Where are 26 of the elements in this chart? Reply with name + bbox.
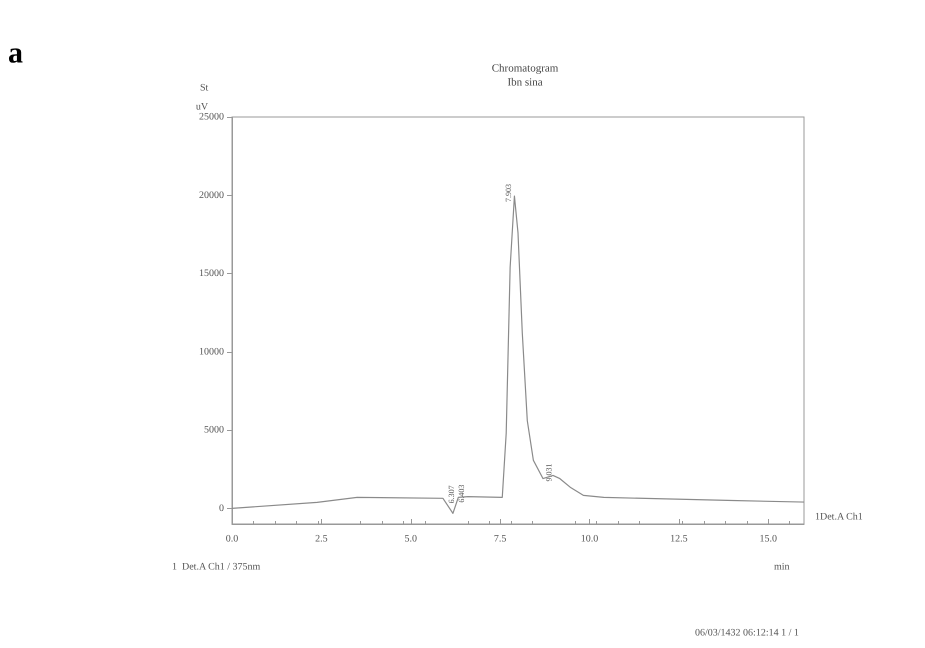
y-axis-title: uV — [196, 102, 209, 113]
y-tick-label: 20000 — [199, 190, 224, 201]
annotation: 6.403 — [456, 484, 466, 503]
y-tick-label: 10000 — [199, 346, 224, 358]
annotation: 9.031 — [544, 463, 554, 482]
x-axis-title: min — [774, 562, 790, 572]
y-tick-label: 0 — [219, 502, 224, 514]
text: St — [200, 82, 209, 94]
x-tick-label: 2.5 — [315, 534, 328, 544]
x-tick-label: 7.5 — [494, 534, 506, 544]
text: 1Det.A Ch1 — [815, 512, 863, 522]
text: 06/03/1432 06:12:14 1 / 1 — [695, 628, 799, 638]
x-tick-label: 0.0 — [226, 534, 238, 544]
y-tick-label: 25000 — [199, 112, 224, 122]
x-tick-label: 10.0 — [580, 534, 598, 544]
x-tick-label: 12.5 — [670, 534, 688, 544]
annotation: 7.903 — [504, 184, 514, 202]
chart-subtitle: Ibn sina — [507, 76, 543, 88]
y-tick-label: 5000 — [204, 424, 224, 436]
x-tick-label: 5.0 — [404, 534, 417, 544]
chart-title: Chromatogram — [492, 62, 559, 74]
y-tick-label: 15000 — [199, 268, 224, 280]
text: 1 Det.A Ch1 / 375nm — [172, 562, 261, 572]
x-tick-label: 15.0 — [760, 534, 777, 544]
annotation: 6.307 — [446, 485, 456, 504]
text: a — [8, 36, 23, 70]
